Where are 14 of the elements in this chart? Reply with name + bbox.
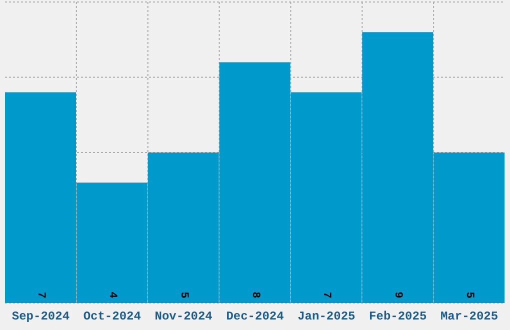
data-label: 9 [392, 292, 404, 298]
data-label: 7 [34, 292, 46, 298]
x-tick-label: Feb-2025 [369, 310, 427, 324]
data-label: 5 [177, 292, 190, 299]
x-tick-label: Jan-2025 [298, 310, 356, 324]
x-tick-label: Sep-2024 [12, 310, 70, 324]
x-tick-label: Oct-2024 [83, 310, 141, 324]
x-tick-label: Dec-2024 [226, 310, 284, 324]
data-label: 7 [320, 292, 332, 298]
x-tick-label: Mar-2025 [440, 310, 498, 324]
data-label: 5 [463, 292, 476, 299]
x-tick-label: Nov-2024 [154, 310, 212, 324]
data-label: 4 [106, 292, 118, 299]
data-label: 8 [248, 292, 261, 299]
